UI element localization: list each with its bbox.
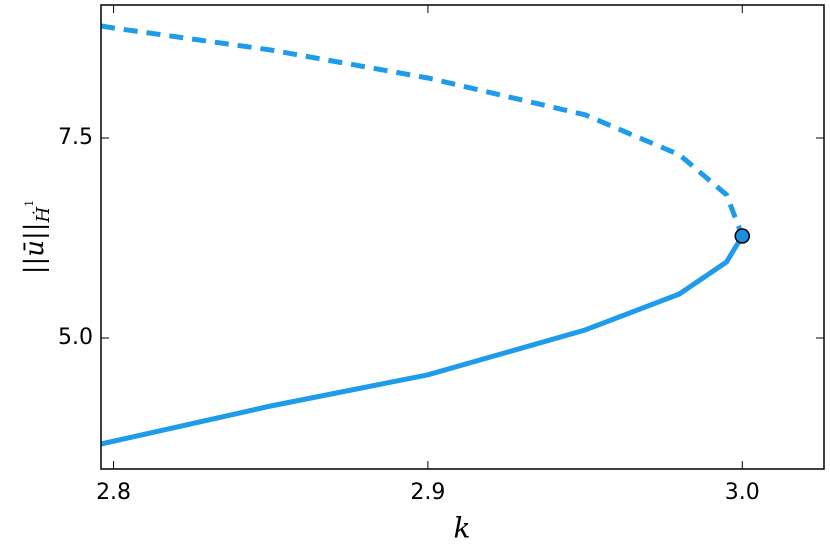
x-tick-label: 2.8: [96, 480, 131, 505]
y-axis-label: ||ū||Ḣ1: [20, 200, 54, 275]
y-label-sub: Ḣ: [31, 206, 54, 223]
y-tick-label: 5.0: [58, 325, 93, 350]
x-tick-label: 2.9: [410, 480, 445, 505]
x-axis-label: k: [454, 512, 471, 545]
plot-frame: [100, 4, 825, 470]
x-tick-label: 3.0: [725, 480, 760, 505]
y-label-sup: 1: [23, 200, 36, 207]
fold-point: [734, 228, 751, 244]
curve: [100, 23, 745, 237]
y-tick-label: 7.5: [58, 125, 93, 150]
curve: [100, 234, 745, 447]
y-label-main: ||ū||: [20, 222, 50, 274]
